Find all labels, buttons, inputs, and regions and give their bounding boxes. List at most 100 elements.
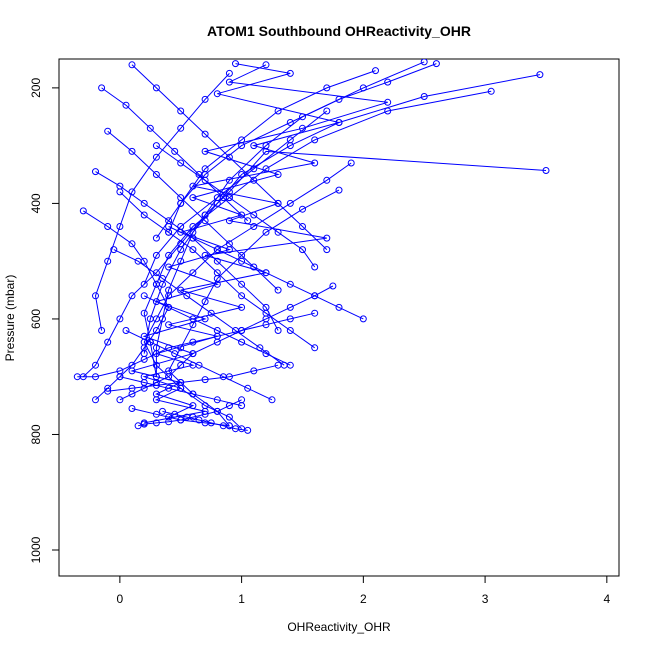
data-point xyxy=(189,315,197,323)
data-point xyxy=(225,422,233,430)
data-point xyxy=(73,373,81,381)
data-point xyxy=(177,159,185,167)
data-point xyxy=(238,280,246,288)
data-point xyxy=(146,124,154,132)
x-tick-label: 0 xyxy=(117,592,124,606)
data-point xyxy=(280,361,288,369)
y-tick-label: 1000 xyxy=(29,536,43,563)
data-point xyxy=(92,361,99,369)
data-point xyxy=(183,413,191,421)
data-point xyxy=(177,107,185,115)
data-point xyxy=(250,142,258,150)
data-point xyxy=(323,234,331,242)
data-point xyxy=(128,292,136,300)
data-point xyxy=(189,246,197,254)
data-point xyxy=(286,119,294,126)
data-point xyxy=(299,113,306,121)
data-point xyxy=(250,223,258,230)
data-point xyxy=(286,199,294,207)
data-point xyxy=(171,147,179,155)
data-point xyxy=(189,223,197,230)
data-point xyxy=(165,251,173,259)
data-point xyxy=(201,130,209,138)
data-point xyxy=(152,327,160,334)
data-point xyxy=(152,390,160,398)
series-layer xyxy=(73,59,550,434)
data-point xyxy=(274,286,282,294)
data-point xyxy=(165,321,173,329)
data-point xyxy=(286,327,294,334)
data-point xyxy=(140,280,148,288)
series-profile xyxy=(165,223,367,323)
data-point xyxy=(79,207,87,215)
data-point xyxy=(213,257,221,265)
data-point xyxy=(432,60,440,68)
series-line xyxy=(119,191,315,349)
series-line xyxy=(143,295,291,366)
data-point xyxy=(250,263,258,271)
series-line xyxy=(94,73,230,331)
data-point xyxy=(177,223,185,230)
data-point xyxy=(128,188,136,196)
series-line xyxy=(162,410,248,431)
x-tick-label: 4 xyxy=(603,592,610,606)
series-line xyxy=(113,249,285,366)
series-line xyxy=(155,70,376,239)
x-tick-label: 2 xyxy=(360,592,367,606)
data-point xyxy=(274,107,282,115)
data-point xyxy=(213,396,221,404)
data-point xyxy=(201,176,209,184)
data-point xyxy=(177,361,185,369)
series-profile xyxy=(110,246,288,369)
series-profile xyxy=(140,107,331,288)
data-point xyxy=(274,171,282,178)
series-line xyxy=(131,408,230,427)
data-point xyxy=(286,303,294,311)
data-point xyxy=(134,422,142,430)
data-point xyxy=(177,257,185,265)
data-point xyxy=(134,257,142,265)
data-point xyxy=(140,344,148,352)
plot-frame xyxy=(58,58,620,577)
series-line xyxy=(119,285,334,401)
data-point xyxy=(165,418,173,426)
series-profile xyxy=(116,373,246,410)
data-point xyxy=(262,303,270,311)
data-point xyxy=(140,211,148,219)
data-point xyxy=(122,101,130,109)
data-point xyxy=(329,282,337,290)
data-point xyxy=(311,292,319,300)
data-point xyxy=(152,269,160,277)
series-line xyxy=(107,364,279,392)
data-point xyxy=(238,292,246,300)
data-point xyxy=(152,298,160,306)
data-point xyxy=(98,327,106,334)
series-line xyxy=(137,399,242,427)
data-point xyxy=(262,228,270,236)
series-line xyxy=(156,145,316,268)
series-line xyxy=(107,130,279,291)
data-point xyxy=(201,147,209,155)
data-point xyxy=(238,338,246,346)
data-point xyxy=(274,228,282,236)
data-point xyxy=(159,275,166,282)
data-point xyxy=(152,153,160,161)
data-point xyxy=(256,344,264,352)
data-point xyxy=(335,186,343,194)
y-tick-label: 600 xyxy=(29,309,43,329)
data-point xyxy=(244,426,252,434)
data-point xyxy=(152,361,160,369)
data-point xyxy=(225,240,233,248)
data-point xyxy=(171,350,179,358)
data-point xyxy=(201,298,209,306)
data-point xyxy=(274,199,282,207)
data-point xyxy=(128,240,136,248)
data-point xyxy=(140,379,148,386)
y-tick-label: 800 xyxy=(29,424,43,444)
data-point xyxy=(238,136,246,144)
data-point xyxy=(195,416,203,424)
data-point xyxy=(104,257,112,265)
data-point xyxy=(384,98,392,106)
data-point xyxy=(487,87,495,95)
data-point xyxy=(323,246,331,254)
